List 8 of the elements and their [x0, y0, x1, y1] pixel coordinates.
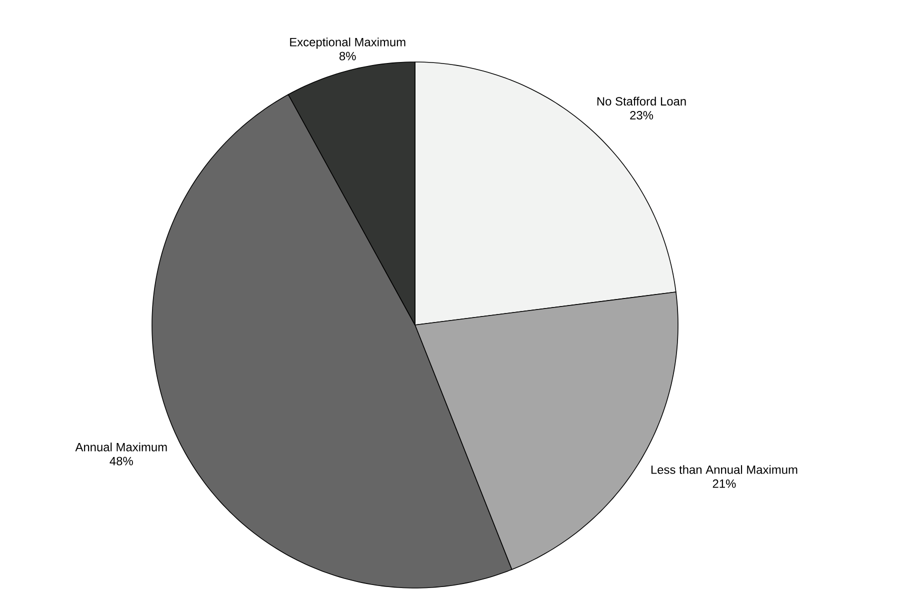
- slice-label: Annual Maximum: [75, 442, 167, 452]
- slice-label: Less than Annual Maximum: [651, 465, 798, 474]
- data-label: 8%: [339, 52, 356, 60]
- slice-label: No Stafford Loan: [597, 96, 686, 106]
- data-label: 48%: [110, 456, 133, 466]
- data-label: 21%: [712, 479, 736, 488]
- slice-label: Exceptional Maximum: [290, 38, 406, 49]
- data-label: 23%: [630, 111, 654, 120]
